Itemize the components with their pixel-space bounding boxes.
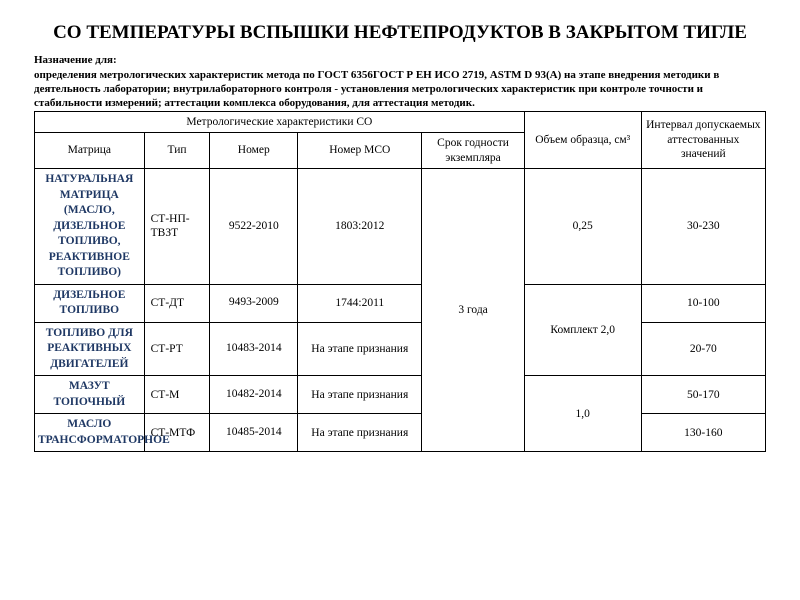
cell-matrix: МАСЛО ТРАНСФОРМАТОРНОЕ — [35, 414, 145, 452]
cell-type: СТ-НП-ТВЗТ — [144, 169, 210, 285]
cell-mco: На этапе признания — [298, 376, 422, 414]
page-title: СО ТЕМПЕРАТУРЫ ВСПЫШКИ НЕФТЕПРОДУКТОВ В … — [34, 20, 766, 46]
cell-range: 30-230 — [641, 169, 765, 285]
cell-range: 130-160 — [641, 414, 765, 452]
table-row: НАТУРАЛЬНАЯ МАТРИЦА (МАСЛО, ДИЗЕЛЬНОЕ ТО… — [35, 169, 766, 285]
header-shelf: Срок годности экземпляра — [422, 133, 524, 169]
cell-mco: На этапе признания — [298, 322, 422, 376]
cell-type: СТ-МТФ — [144, 414, 210, 452]
header-number: Номер — [210, 133, 298, 169]
cell-matrix: НАТУРАЛЬНАЯ МАТРИЦА (МАСЛО, ДИЗЕЛЬНОЕ ТО… — [35, 169, 145, 285]
header-matrix: Матрица — [35, 133, 145, 169]
purpose-text: определения метрологических характеристи… — [34, 68, 766, 110]
cell-volume: 1,0 — [524, 376, 641, 452]
cell-number: 10485-2014 — [210, 414, 298, 452]
cell-range: 50-170 — [641, 376, 765, 414]
cell-volume: Комплект 2,0 — [524, 284, 641, 376]
table-row: ДИЗЕЛЬНОЕ ТОПЛИВО СТ-ДТ 9493-2009 1744:2… — [35, 284, 766, 322]
cell-type: СТ-РТ — [144, 322, 210, 376]
table-row: ТОПЛИВО ДЛЯ РЕАКТИВНЫХ ДВИГАТЕЛЕЙ СТ-РТ … — [35, 322, 766, 376]
table-row: МАСЛО ТРАНСФОРМАТОРНОЕ СТ-МТФ 10485-2014… — [35, 414, 766, 452]
characteristics-table: Метрологические характеристики СО Объем … — [34, 111, 766, 452]
header-mco: Номер МСО — [298, 133, 422, 169]
cell-type: СТ-ДТ — [144, 284, 210, 322]
cell-mco: На этапе признания — [298, 414, 422, 452]
cell-matrix: ТОПЛИВО ДЛЯ РЕАКТИВНЫХ ДВИГАТЕЛЕЙ — [35, 322, 145, 376]
cell-volume: 0,25 — [524, 169, 641, 285]
cell-matrix: ДИЗЕЛЬНОЕ ТОПЛИВО — [35, 284, 145, 322]
cell-number: 9493-2009 — [210, 284, 298, 322]
header-group: Метрологические характеристики СО — [35, 111, 525, 132]
header-type: Тип — [144, 133, 210, 169]
cell-mco: 1744:2011 — [298, 284, 422, 322]
cell-number: 9522-2010 — [210, 169, 298, 285]
cell-matrix: МАЗУТ ТОПОЧНЫЙ — [35, 376, 145, 414]
cell-mco: 1803:2012 — [298, 169, 422, 285]
cell-range: 10-100 — [641, 284, 765, 322]
cell-type: СТ-М — [144, 376, 210, 414]
table-row: МАЗУТ ТОПОЧНЫЙ СТ-М 10482-2014 На этапе … — [35, 376, 766, 414]
header-range: Интервал допускаемых аттестованных значе… — [641, 111, 765, 168]
cell-shelf: 3 года — [422, 169, 524, 452]
header-volume: Объем образца, см³ — [524, 111, 641, 168]
purpose-label: Назначение для: — [34, 54, 766, 66]
cell-number: 10483-2014 — [210, 322, 298, 376]
cell-number: 10482-2014 — [210, 376, 298, 414]
cell-range: 20-70 — [641, 322, 765, 376]
